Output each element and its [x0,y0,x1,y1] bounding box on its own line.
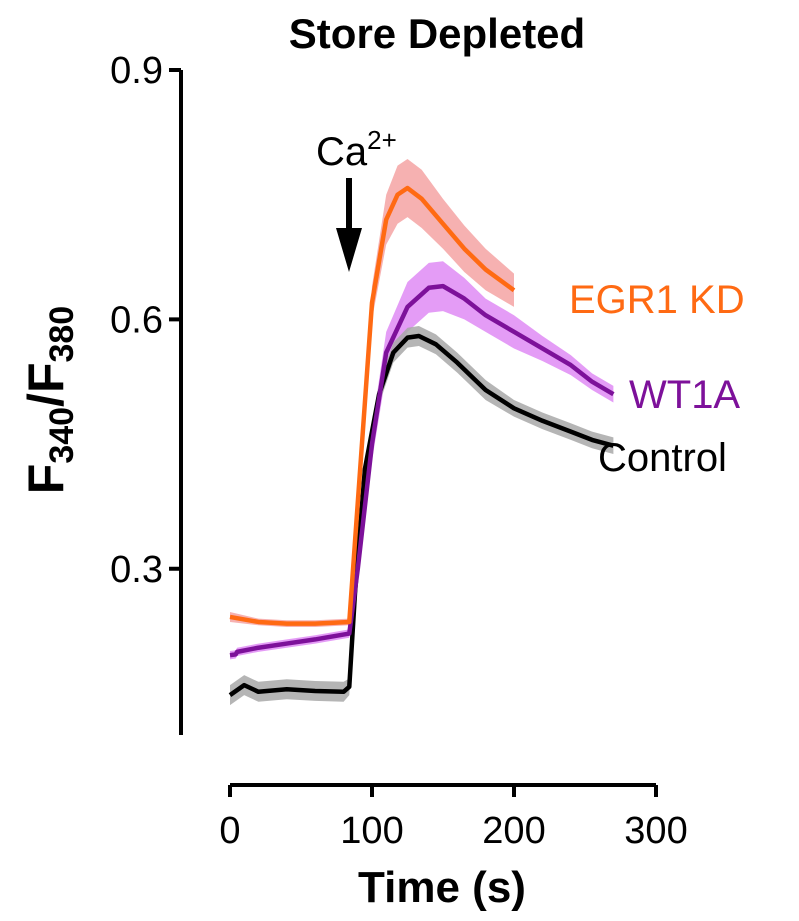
series-labels: EGR1 KD WT1A Control [569,278,745,480]
annotation-text: Ca [316,130,368,174]
series-label: EGR1 KD [569,278,745,322]
series-label: Control [598,436,727,480]
series-label: WT1A [629,373,740,417]
chart-title: Store Depleted [289,10,585,57]
annotation-sup: 2+ [367,125,397,155]
error-band [230,326,614,706]
error-band [230,261,614,660]
y-axis-label-sub1: 340 [43,407,81,464]
x-tick-label: 200 [482,810,545,852]
x-axis-label: Time (s) [358,863,526,912]
y-axis-label-sub2: 380 [43,306,81,363]
y-tick-label: 0.6 [110,299,163,341]
x-tick-label: 100 [340,810,403,852]
y-axis-label-main: F [18,464,74,495]
annotation-label: Ca2+ [316,125,397,174]
y-axis-label-slash: /F [18,363,74,407]
annotation-arrow-head [336,228,362,272]
y-tick-label: 0.9 [110,50,163,92]
series-line [228,333,614,697]
error-band [230,158,514,627]
series-lines [228,185,615,697]
x-tick-label: 0 [219,810,240,852]
y-axis-label: F340/F380 [18,306,81,494]
x-tick-label: 300 [624,810,687,852]
series-line [229,185,516,626]
y-tick-label: 0.3 [110,549,163,591]
series-line [229,283,615,658]
calcium-annotation: Ca2+ [316,125,397,272]
x-axis-ticks: 0 100 200 300 [219,785,688,852]
y-axis-ticks: 0.3 0.6 0.9 [110,50,181,591]
